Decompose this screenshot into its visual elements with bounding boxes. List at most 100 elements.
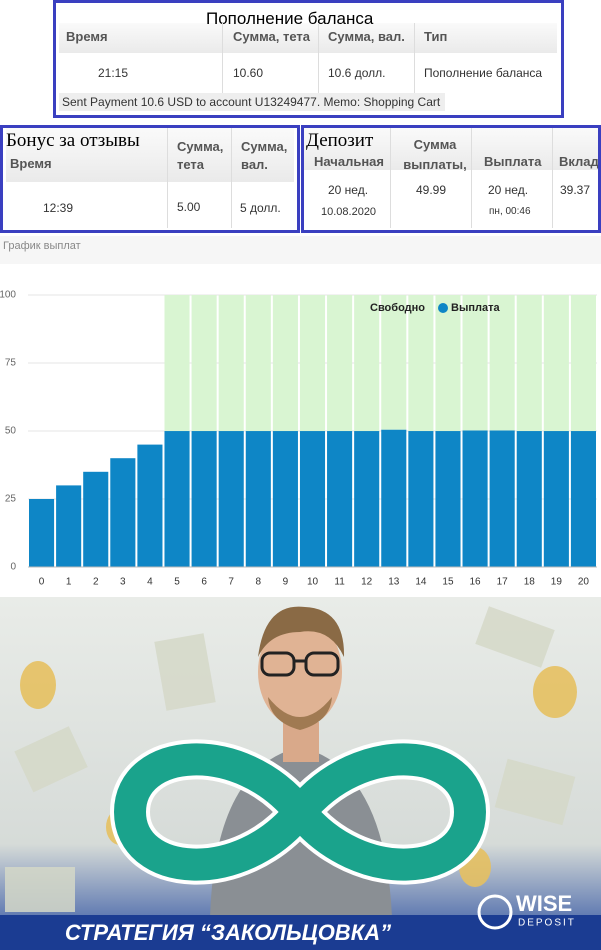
header: Вклад <box>559 154 599 169</box>
header: Тип <box>424 29 448 44</box>
cell: 39.37 <box>560 183 591 197</box>
chart-title: График выплат <box>3 240 81 252</box>
bar <box>327 431 353 567</box>
logo-text: WISE <box>516 891 572 916</box>
bar <box>191 295 217 432</box>
y-tick-label: 100 <box>0 290 16 301</box>
header: Сумма, вал. <box>328 29 405 44</box>
y-tick-label: 25 <box>5 494 17 505</box>
bar <box>56 485 82 567</box>
header: Начальная <box>314 154 384 169</box>
logo-text: DEPOSIT <box>518 918 576 929</box>
x-tick-label: 6 <box>201 577 207 588</box>
bar <box>354 295 380 432</box>
x-tick-label: 0 <box>39 577 45 588</box>
header: Время <box>10 156 52 171</box>
x-tick-label: 5 <box>174 577 180 588</box>
cell: 21:15 <box>98 66 129 80</box>
table-title: Пополнение баланса <box>206 9 374 28</box>
table-title: Депозит <box>306 130 374 151</box>
x-tick-label: 4 <box>147 577 153 588</box>
legend-marker <box>438 303 448 313</box>
deposit-table: Депозит Начальная Сумма выплаты, Выплата… <box>301 125 601 233</box>
bar <box>381 429 407 567</box>
header-row <box>59 23 557 53</box>
x-tick-label: 1 <box>66 577 72 588</box>
cell: 20 нед. <box>328 183 369 197</box>
x-tick-label: 18 <box>524 577 536 588</box>
x-tick-label: 10 <box>307 577 319 588</box>
y-tick-label: 0 <box>10 562 16 573</box>
bar <box>137 444 163 567</box>
x-tick-label: 15 <box>442 577 454 588</box>
x-tick-label: 7 <box>228 577 234 588</box>
bar <box>462 295 488 431</box>
x-tick-label: 19 <box>551 577 563 588</box>
bonus-table: Бонус за отзывы Время Сумма, тета Сумма,… <box>0 125 300 233</box>
x-tick-label: 9 <box>283 577 289 588</box>
legend-label: Свободно <box>370 302 425 314</box>
header: Сумма выплаты, <box>403 137 467 172</box>
header: Выплата <box>484 154 542 169</box>
cell: 10.6 долл. <box>328 66 386 80</box>
header: Сумма, тета <box>177 139 224 172</box>
bar <box>218 431 244 567</box>
cell: 5.00 <box>177 200 201 214</box>
bar <box>272 431 298 567</box>
payment-note: Sent Payment 10.6 USD to account U132494… <box>62 95 441 109</box>
bar <box>299 295 326 432</box>
cell: 10.60 <box>233 66 264 80</box>
bar <box>408 431 434 567</box>
cell: 49.99 <box>416 183 447 197</box>
cell: 20 нед. <box>488 183 529 197</box>
header: Сумма, вал. <box>241 139 288 172</box>
bar <box>570 431 596 567</box>
table-title: Бонус за отзывы <box>6 130 140 151</box>
bar <box>191 431 217 567</box>
bar <box>245 295 271 432</box>
bar <box>381 295 407 430</box>
bar <box>408 295 434 432</box>
y-tick-label: 50 <box>5 426 17 437</box>
bar <box>516 295 542 432</box>
bar <box>83 471 109 567</box>
bar <box>570 295 596 432</box>
bar <box>435 295 461 432</box>
header: Время <box>66 29 108 44</box>
bar <box>29 499 55 567</box>
cell: 10.08.2020 <box>321 206 377 218</box>
bar <box>435 431 461 567</box>
x-tick-label: 14 <box>415 577 427 588</box>
bar <box>110 458 136 567</box>
legend-marker <box>357 303 367 313</box>
bar <box>218 295 244 432</box>
balance-table: Пополнение баланса Время Сумма, тета Сум… <box>53 0 564 118</box>
bar <box>543 295 569 432</box>
x-tick-label: 2 <box>93 577 99 588</box>
x-tick-label: 13 <box>388 577 400 588</box>
cell: 12:39 <box>43 201 74 215</box>
legend-label: Выплата <box>451 302 500 314</box>
y-tick-label: 75 <box>5 358 17 369</box>
bar <box>543 431 569 567</box>
x-tick-label: 12 <box>361 577 373 588</box>
bar <box>327 295 353 432</box>
banner-headline: СТРАТЕГИЯ “ЗАКОЛЬЦОВКА” <box>65 920 391 945</box>
bar <box>164 431 190 567</box>
bar <box>164 295 190 432</box>
cell: Пополнение баланса <box>424 66 543 80</box>
cell: 5 долл. <box>240 201 281 215</box>
bar <box>462 430 488 567</box>
bar <box>489 430 515 567</box>
bar <box>516 431 542 567</box>
header: Сумма, тета <box>233 29 310 44</box>
x-tick-label: 11 <box>334 577 345 588</box>
x-tick-label: 17 <box>497 577 509 588</box>
bar <box>272 295 298 432</box>
x-tick-label: 3 <box>120 577 126 588</box>
cell: пн, 00:46 <box>489 206 531 217</box>
bar <box>354 431 380 567</box>
bar <box>245 431 271 567</box>
